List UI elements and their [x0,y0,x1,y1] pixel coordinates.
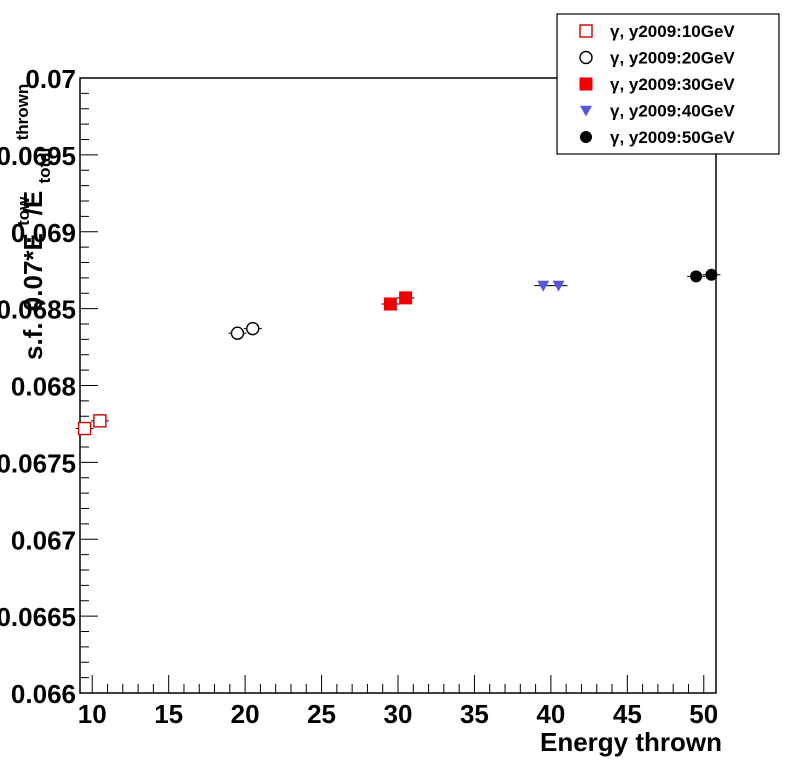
x-tick-label: 20 [231,699,260,729]
y-tick-label: 0.068 [11,372,76,402]
y-axis-title-sub: total [35,148,54,184]
data-point [690,270,703,283]
y-tick-label: 0.0675 [0,448,76,478]
data-point [230,326,245,340]
y-axis-title-sup: tow [14,196,33,226]
x-tick-label: 15 [154,699,183,729]
data-point [537,280,550,292]
legend-marker [579,77,593,91]
data-point [77,421,92,436]
data-point [552,280,565,292]
plot-frame [79,77,717,694]
y-tick-label: 0.066 [11,679,76,709]
legend-marker [580,131,592,143]
legend-label: γ, y2009:40GeV [610,102,735,121]
legend-marker [579,50,593,65]
y-tick-label: 0.0695 [0,141,76,171]
data-point [93,414,107,428]
data-point [383,297,397,311]
x-axis-title: Energy thrown [540,727,722,757]
legend-label: γ, y2009:10GeV [610,22,735,41]
y-tick-label: 0.067 [11,525,76,555]
x-tick-label: 50 [689,699,718,729]
legend: γ, y2009:10GeV γ, y2009:20GeV γ, y2009:30G… [556,13,780,155]
x-tick-label: 10 [78,699,107,729]
y-axis-title-sub2: thrown [13,84,32,141]
y-tick-label: 0.0685 [0,295,76,325]
data-point [399,291,413,305]
legend-label: γ, y2009:30GeV [610,75,735,94]
y-axis-title: s.f. 0.07*E tow /E total thrown [5,84,56,360]
x-tick-label: 30 [384,699,413,729]
x-tick-label: 40 [536,699,565,729]
y-axis-ticks: 0.0660.06650.0670.06750.0680.06850.0690.… [0,64,98,709]
legend-label: γ, y2009:20GeV [610,49,735,68]
x-axis-ticks: 10 15 20 25 30 35 40 45 50 [78,675,718,729]
y-axis-title-mid: 0.07*E [18,233,48,311]
data-point [246,321,260,336]
legend-marker [579,24,593,38]
x-tick-label: 35 [460,699,489,729]
legend-box [556,13,780,155]
data-point [705,268,718,281]
x-tick-label: 45 [613,699,642,729]
legend-label: γ, y2009:50GeV [610,128,735,147]
y-tick-label: 0.0665 [0,602,76,632]
data-points [75,268,721,436]
y-tick-label: 0.069 [11,218,76,248]
svg-text:s.f. 0.07*E tow: s.f. 0.07*E tow /E total thrown [5,84,56,360]
legend-marker [580,105,592,117]
y-tick-label: 0.07 [25,64,76,94]
y-axis-title-slash: /E [18,191,48,216]
x-tick-label: 25 [307,699,336,729]
y-axis-title-main: s.f. [18,322,48,360]
